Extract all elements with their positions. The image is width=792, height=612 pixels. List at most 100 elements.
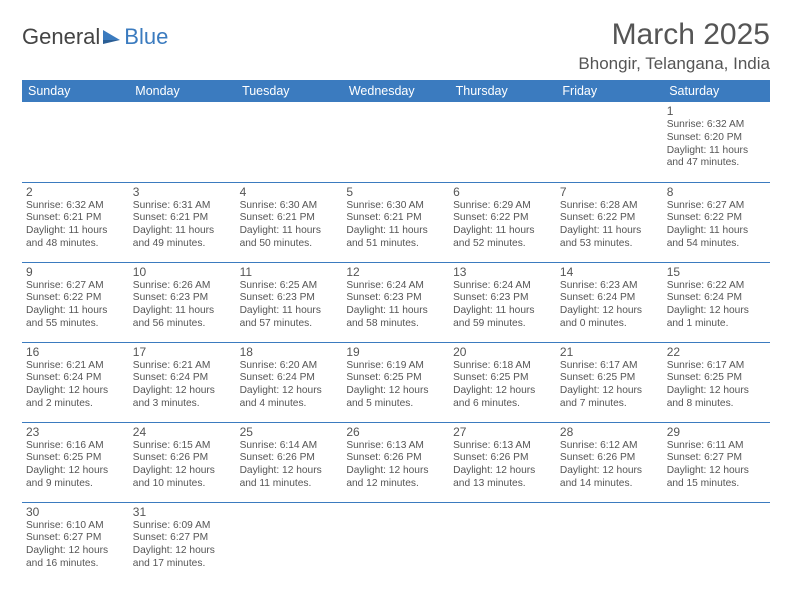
brand-part2: Blue bbox=[124, 24, 168, 50]
day-info: Sunrise: 6:21 AMSunset: 6:24 PMDaylight:… bbox=[26, 360, 125, 411]
day-info: Sunrise: 6:19 AMSunset: 6:25 PMDaylight:… bbox=[346, 360, 445, 411]
calendar-cell: 12Sunrise: 6:24 AMSunset: 6:23 PMDayligh… bbox=[342, 262, 449, 342]
weekday-header: Sunday bbox=[22, 80, 129, 102]
day-info: Sunrise: 6:28 AMSunset: 6:22 PMDaylight:… bbox=[560, 200, 659, 251]
day-info: Sunrise: 6:21 AMSunset: 6:24 PMDaylight:… bbox=[133, 360, 232, 411]
calendar-cell: 3Sunrise: 6:31 AMSunset: 6:21 PMDaylight… bbox=[129, 182, 236, 262]
day-info: Sunrise: 6:12 AMSunset: 6:26 PMDaylight:… bbox=[560, 440, 659, 491]
calendar-cell bbox=[556, 502, 663, 582]
day-number: 29 bbox=[667, 425, 766, 439]
weekday-header: Wednesday bbox=[342, 80, 449, 102]
day-info: Sunrise: 6:32 AMSunset: 6:20 PMDaylight:… bbox=[667, 119, 766, 170]
day-info: Sunrise: 6:20 AMSunset: 6:24 PMDaylight:… bbox=[240, 360, 339, 411]
weekday-header: Monday bbox=[129, 80, 236, 102]
day-number: 2 bbox=[26, 185, 125, 199]
day-info: Sunrise: 6:23 AMSunset: 6:24 PMDaylight:… bbox=[560, 280, 659, 331]
calendar-cell bbox=[449, 502, 556, 582]
day-number: 4 bbox=[240, 185, 339, 199]
calendar-cell bbox=[129, 102, 236, 182]
day-number: 5 bbox=[346, 185, 445, 199]
day-number: 23 bbox=[26, 425, 125, 439]
day-info: Sunrise: 6:22 AMSunset: 6:24 PMDaylight:… bbox=[667, 280, 766, 331]
day-info: Sunrise: 6:15 AMSunset: 6:26 PMDaylight:… bbox=[133, 440, 232, 491]
day-number: 28 bbox=[560, 425, 659, 439]
calendar-cell: 9Sunrise: 6:27 AMSunset: 6:22 PMDaylight… bbox=[22, 262, 129, 342]
calendar-cell bbox=[236, 102, 343, 182]
day-info: Sunrise: 6:30 AMSunset: 6:21 PMDaylight:… bbox=[346, 200, 445, 251]
calendar-cell: 17Sunrise: 6:21 AMSunset: 6:24 PMDayligh… bbox=[129, 342, 236, 422]
day-info: Sunrise: 6:24 AMSunset: 6:23 PMDaylight:… bbox=[346, 280, 445, 331]
day-number: 21 bbox=[560, 345, 659, 359]
day-info: Sunrise: 6:24 AMSunset: 6:23 PMDaylight:… bbox=[453, 280, 552, 331]
day-number: 11 bbox=[240, 265, 339, 279]
day-info: Sunrise: 6:17 AMSunset: 6:25 PMDaylight:… bbox=[667, 360, 766, 411]
calendar-cell: 31Sunrise: 6:09 AMSunset: 6:27 PMDayligh… bbox=[129, 502, 236, 582]
day-info: Sunrise: 6:14 AMSunset: 6:26 PMDaylight:… bbox=[240, 440, 339, 491]
calendar-cell: 16Sunrise: 6:21 AMSunset: 6:24 PMDayligh… bbox=[22, 342, 129, 422]
day-info: Sunrise: 6:13 AMSunset: 6:26 PMDaylight:… bbox=[346, 440, 445, 491]
day-number: 19 bbox=[346, 345, 445, 359]
calendar-cell: 8Sunrise: 6:27 AMSunset: 6:22 PMDaylight… bbox=[663, 182, 770, 262]
calendar-cell: 27Sunrise: 6:13 AMSunset: 6:26 PMDayligh… bbox=[449, 422, 556, 502]
weekday-header: Thursday bbox=[449, 80, 556, 102]
month-title: March 2025 bbox=[578, 18, 770, 52]
calendar-cell bbox=[342, 102, 449, 182]
day-number: 15 bbox=[667, 265, 766, 279]
calendar-cell: 25Sunrise: 6:14 AMSunset: 6:26 PMDayligh… bbox=[236, 422, 343, 502]
day-number: 12 bbox=[346, 265, 445, 279]
day-info: Sunrise: 6:11 AMSunset: 6:27 PMDaylight:… bbox=[667, 440, 766, 491]
day-number: 7 bbox=[560, 185, 659, 199]
calendar-cell: 14Sunrise: 6:23 AMSunset: 6:24 PMDayligh… bbox=[556, 262, 663, 342]
day-number: 13 bbox=[453, 265, 552, 279]
day-number: 17 bbox=[133, 345, 232, 359]
calendar-cell bbox=[663, 502, 770, 582]
day-number: 30 bbox=[26, 505, 125, 519]
calendar-cell bbox=[22, 102, 129, 182]
header: General Blue March 2025 Bhongir, Telanga… bbox=[22, 18, 770, 74]
calendar-cell: 21Sunrise: 6:17 AMSunset: 6:25 PMDayligh… bbox=[556, 342, 663, 422]
calendar-cell: 30Sunrise: 6:10 AMSunset: 6:27 PMDayligh… bbox=[22, 502, 129, 582]
calendar-cell: 4Sunrise: 6:30 AMSunset: 6:21 PMDaylight… bbox=[236, 182, 343, 262]
flag-icon bbox=[102, 28, 124, 46]
day-info: Sunrise: 6:30 AMSunset: 6:21 PMDaylight:… bbox=[240, 200, 339, 251]
day-number: 3 bbox=[133, 185, 232, 199]
day-number: 27 bbox=[453, 425, 552, 439]
calendar-cell: 29Sunrise: 6:11 AMSunset: 6:27 PMDayligh… bbox=[663, 422, 770, 502]
day-info: Sunrise: 6:29 AMSunset: 6:22 PMDaylight:… bbox=[453, 200, 552, 251]
day-number: 10 bbox=[133, 265, 232, 279]
calendar-cell: 18Sunrise: 6:20 AMSunset: 6:24 PMDayligh… bbox=[236, 342, 343, 422]
day-number: 26 bbox=[346, 425, 445, 439]
day-number: 16 bbox=[26, 345, 125, 359]
day-number: 6 bbox=[453, 185, 552, 199]
day-info: Sunrise: 6:17 AMSunset: 6:25 PMDaylight:… bbox=[560, 360, 659, 411]
day-info: Sunrise: 6:25 AMSunset: 6:23 PMDaylight:… bbox=[240, 280, 339, 331]
weekday-header: Tuesday bbox=[236, 80, 343, 102]
calendar-cell: 1Sunrise: 6:32 AMSunset: 6:20 PMDaylight… bbox=[663, 102, 770, 182]
calendar-cell bbox=[236, 502, 343, 582]
day-number: 25 bbox=[240, 425, 339, 439]
calendar-table: SundayMondayTuesdayWednesdayThursdayFrid… bbox=[22, 80, 770, 582]
day-info: Sunrise: 6:16 AMSunset: 6:25 PMDaylight:… bbox=[26, 440, 125, 491]
day-number: 31 bbox=[133, 505, 232, 519]
day-number: 1 bbox=[667, 104, 766, 118]
day-info: Sunrise: 6:31 AMSunset: 6:21 PMDaylight:… bbox=[133, 200, 232, 251]
location: Bhongir, Telangana, India bbox=[578, 54, 770, 74]
day-info: Sunrise: 6:18 AMSunset: 6:25 PMDaylight:… bbox=[453, 360, 552, 411]
brand-part1: General bbox=[22, 24, 100, 50]
calendar-cell: 15Sunrise: 6:22 AMSunset: 6:24 PMDayligh… bbox=[663, 262, 770, 342]
day-info: Sunrise: 6:26 AMSunset: 6:23 PMDaylight:… bbox=[133, 280, 232, 331]
calendar-cell: 6Sunrise: 6:29 AMSunset: 6:22 PMDaylight… bbox=[449, 182, 556, 262]
calendar-cell: 10Sunrise: 6:26 AMSunset: 6:23 PMDayligh… bbox=[129, 262, 236, 342]
calendar-cell: 26Sunrise: 6:13 AMSunset: 6:26 PMDayligh… bbox=[342, 422, 449, 502]
weekday-header: Saturday bbox=[663, 80, 770, 102]
weekday-header: Friday bbox=[556, 80, 663, 102]
day-number: 18 bbox=[240, 345, 339, 359]
calendar-cell: 19Sunrise: 6:19 AMSunset: 6:25 PMDayligh… bbox=[342, 342, 449, 422]
calendar-cell: 24Sunrise: 6:15 AMSunset: 6:26 PMDayligh… bbox=[129, 422, 236, 502]
day-info: Sunrise: 6:27 AMSunset: 6:22 PMDaylight:… bbox=[26, 280, 125, 331]
day-number: 8 bbox=[667, 185, 766, 199]
day-info: Sunrise: 6:10 AMSunset: 6:27 PMDaylight:… bbox=[26, 520, 125, 571]
calendar-cell bbox=[342, 502, 449, 582]
day-info: Sunrise: 6:27 AMSunset: 6:22 PMDaylight:… bbox=[667, 200, 766, 251]
day-info: Sunrise: 6:09 AMSunset: 6:27 PMDaylight:… bbox=[133, 520, 232, 571]
